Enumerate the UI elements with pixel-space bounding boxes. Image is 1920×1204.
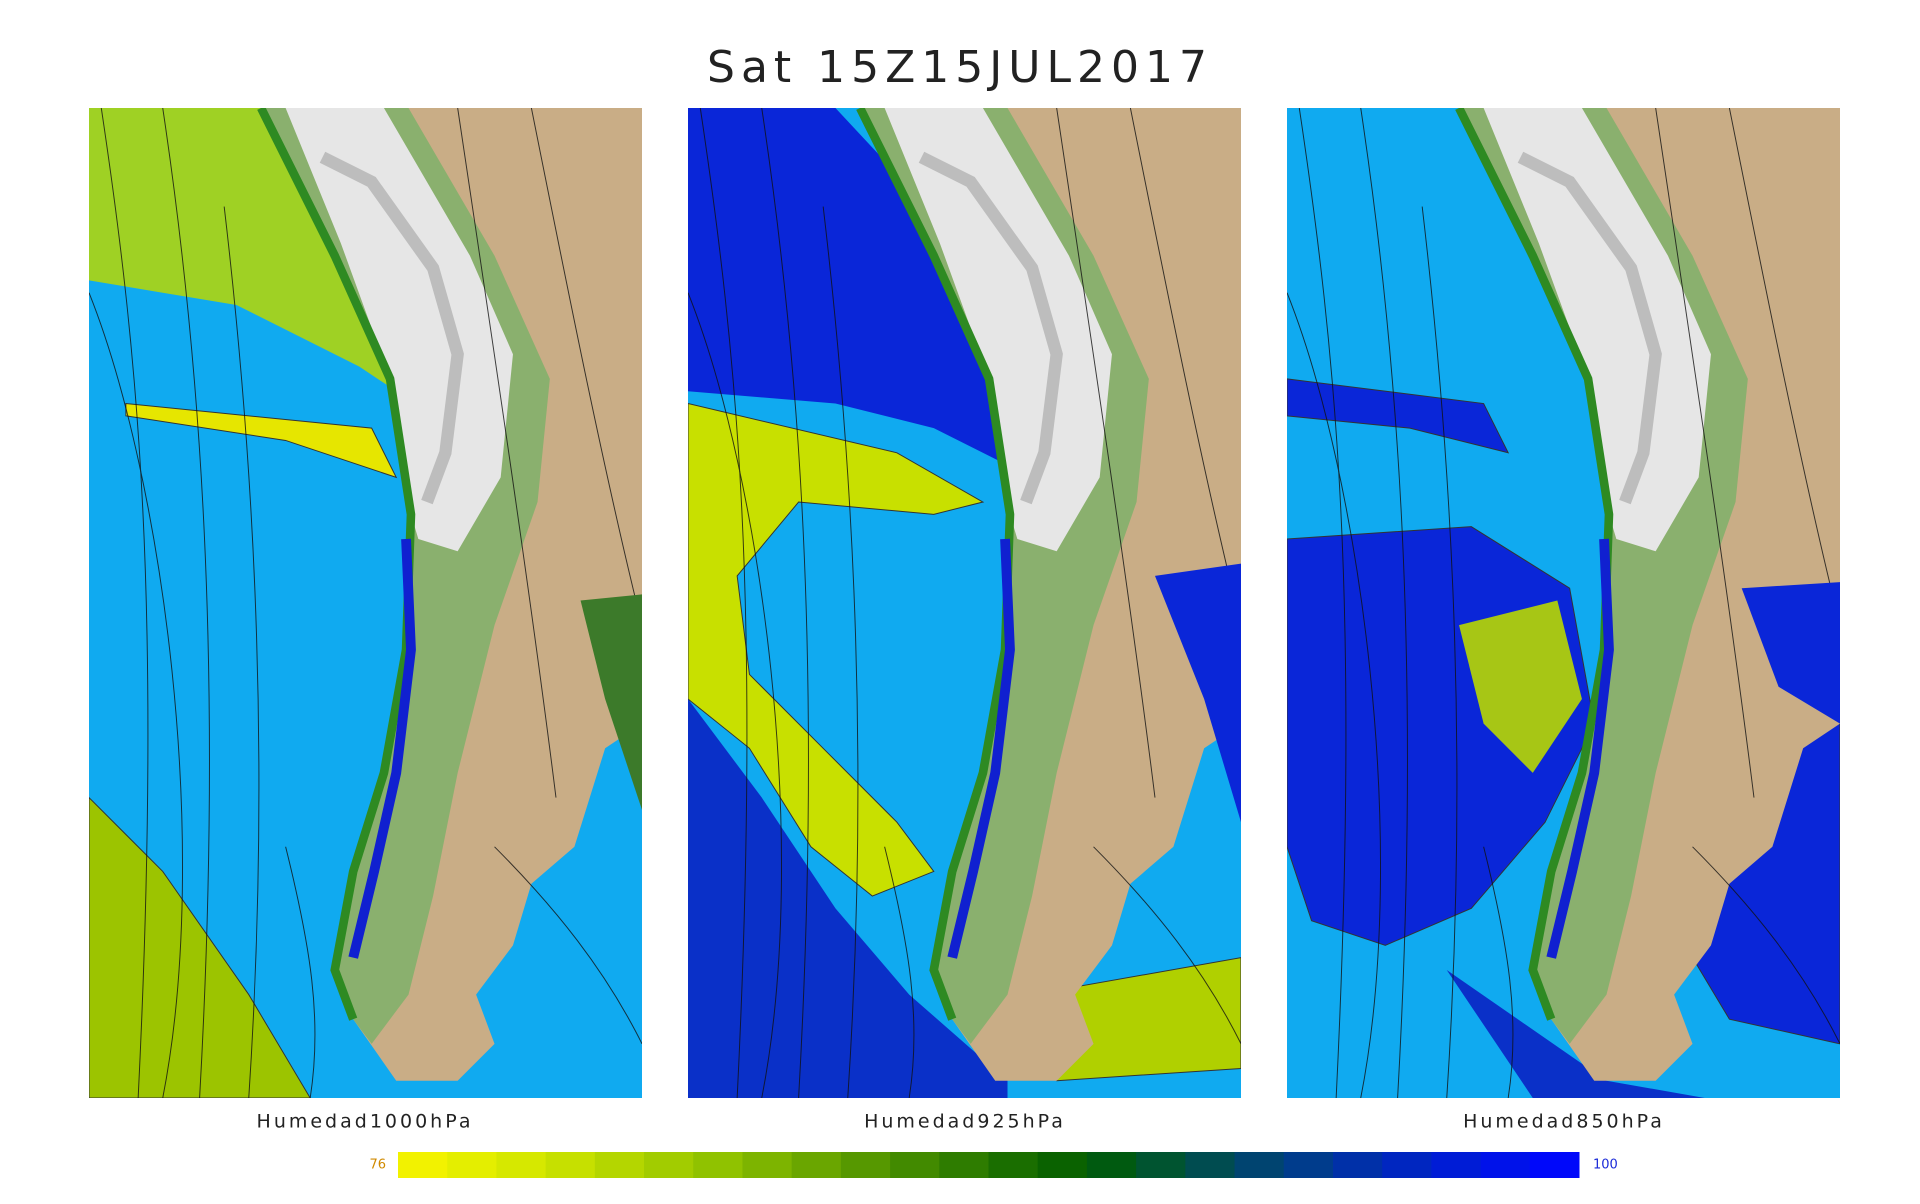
map-panel bbox=[1287, 108, 1840, 1098]
map-panel bbox=[688, 108, 1241, 1098]
colorbar-swatch bbox=[644, 1152, 694, 1178]
colorbar-swatch bbox=[1332, 1152, 1383, 1178]
colorbar-swatch bbox=[939, 1152, 989, 1178]
panel-label: Humedad925hPa bbox=[864, 1111, 1066, 1133]
colorbar-swatch bbox=[1185, 1152, 1236, 1178]
colorbar-swatch bbox=[1086, 1152, 1137, 1178]
colorbar-swatch bbox=[1382, 1152, 1432, 1178]
colorbar-swatch bbox=[594, 1152, 645, 1178]
colorbar-swatch bbox=[890, 1152, 940, 1178]
colorbar-max-label: 100 bbox=[1593, 1158, 1618, 1173]
colorbar-swatch bbox=[545, 1152, 596, 1178]
colorbar-swatch bbox=[1431, 1152, 1482, 1178]
colorbar-swatch bbox=[742, 1152, 793, 1178]
colorbar-swatch bbox=[398, 1152, 448, 1178]
panel-labels: Humedad1000hPa Humedad925hPa Humedad850hPa bbox=[257, 1111, 1665, 1133]
colorbar-swatch bbox=[791, 1152, 842, 1178]
colorbar-swatch bbox=[1283, 1152, 1334, 1178]
colorbar-swatch bbox=[988, 1152, 1039, 1178]
colorbar-swatch bbox=[1480, 1152, 1531, 1178]
map-panel bbox=[89, 108, 642, 1098]
colorbar-swatch bbox=[840, 1152, 891, 1178]
colorbar-swatch bbox=[1529, 1152, 1580, 1178]
colorbar-swatch bbox=[1136, 1152, 1186, 1178]
colorbar-min-label: 76 bbox=[369, 1158, 386, 1173]
title: Sat 15Z15JUL2017 bbox=[707, 42, 1213, 93]
colorbar-swatch bbox=[1037, 1152, 1088, 1178]
colorbar-swatch bbox=[1234, 1152, 1285, 1178]
colorbar-swatch bbox=[447, 1152, 497, 1178]
panel-label: Humedad850hPa bbox=[1463, 1111, 1665, 1133]
colorbar-swatch bbox=[693, 1152, 743, 1178]
colorbar bbox=[398, 1152, 1580, 1178]
panel-label: Humedad1000hPa bbox=[257, 1111, 474, 1133]
colorbar-swatch bbox=[496, 1152, 547, 1178]
